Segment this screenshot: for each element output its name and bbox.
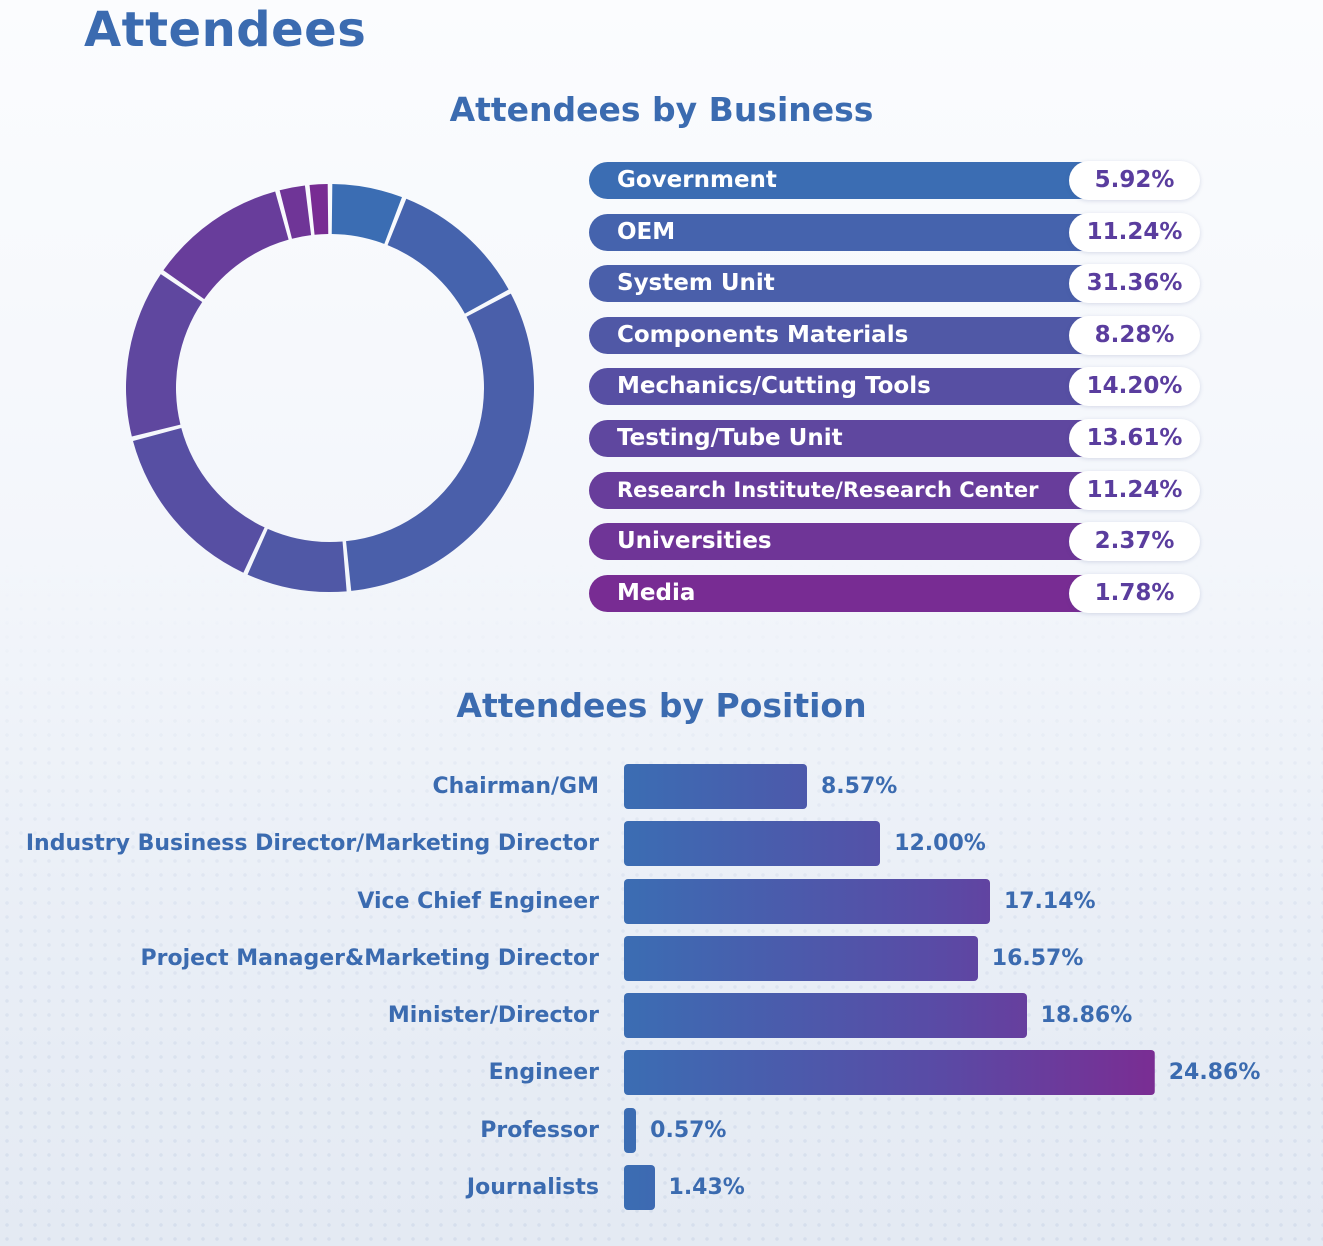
position-row-chairman-gm: Chairman/GM 8.57% — [0, 764, 1323, 809]
business-value: 8.28% — [1094, 321, 1175, 348]
donut-slice-oem — [387, 198, 509, 314]
position-label: Industry Business Director/Marketing Dir… — [25, 831, 599, 857]
business-bar — [589, 213, 1129, 251]
position-value: 24.86% — [1168, 1060, 1261, 1086]
position-label: Project Manager&Marketing Director — [140, 945, 600, 971]
business-label: Research Institute/Research Center — [617, 477, 1039, 502]
position-bar-chart: Chairman/GM 8.57% Industry Business Direct… — [0, 764, 1323, 1222]
donut-slice-universities — [279, 185, 312, 239]
donut-slice-mechanics-cutting-tools — [132, 427, 265, 573]
business-value: 14.20% — [1086, 373, 1183, 400]
business-row-government: Government 5.92% — [589, 161, 1200, 200]
business-bar — [589, 368, 1129, 406]
donut-slice-research-institute-research-center — [163, 191, 289, 300]
business-legend-list: Government 5.92% OEM 11.24% System Unit 31.36… — [589, 161, 1200, 626]
position-bar — [624, 1107, 637, 1153]
business-value-pill — [1069, 264, 1200, 304]
business-value-pill — [1069, 315, 1200, 355]
business-bar — [589, 316, 1129, 354]
business-value: 11.24% — [1086, 476, 1183, 503]
position-value: 0.57% — [650, 1117, 727, 1143]
business-value-pill — [1069, 161, 1200, 200]
business-value-pill — [1069, 212, 1200, 252]
business-label: Universities — [617, 528, 772, 555]
business-bar — [589, 471, 1129, 509]
business-value: 1.78% — [1094, 579, 1175, 606]
position-label: Minister/Director — [387, 1003, 599, 1029]
position-bar — [624, 935, 978, 981]
business-chart-title: Attendees by Business — [449, 90, 874, 129]
business-row-components-materials: Components Materials 8.28% — [589, 315, 1200, 355]
position-row-minister-director: Minister/Director 18.86% — [0, 993, 1323, 1039]
page-title: Attendees — [84, 2, 367, 58]
business-bar — [589, 523, 1129, 561]
position-bar — [624, 821, 881, 867]
business-value-pill — [1069, 522, 1200, 562]
business-label: OEM — [617, 218, 676, 245]
position-bar — [624, 1165, 655, 1211]
business-value: 31.36% — [1086, 270, 1183, 297]
position-row-vice-chief-engineer: Vice Chief Engineer 17.14% — [0, 878, 1323, 924]
business-donut-chart — [126, 184, 534, 592]
business-row-media: Media 1.78% — [589, 573, 1200, 613]
position-row-project-manager-marketing-director: Project Manager&Marketing Director 16.57% — [0, 935, 1323, 981]
business-value: 11.24% — [1086, 218, 1183, 245]
position-row-professor: Professor 0.57% — [0, 1107, 1323, 1153]
business-label: Testing/Tube Unit — [617, 424, 843, 451]
position-row-engineer: Engineer 24.86% — [0, 1050, 1323, 1096]
business-bar — [589, 265, 1129, 303]
position-bar — [624, 1050, 1155, 1096]
donut-slice-government — [331, 184, 402, 244]
business-bar — [589, 574, 1129, 612]
position-chart-title: Attendees by Position — [456, 686, 867, 725]
business-bar — [589, 419, 1129, 457]
position-label: Engineer — [488, 1060, 599, 1086]
business-row-universities: Universities 2.37% — [589, 522, 1200, 562]
donut-slice-testing-tube-unit — [126, 274, 203, 437]
position-label: Vice Chief Engineer — [357, 888, 599, 914]
business-row-testing-tube-unit: Testing/Tube Unit 13.61% — [589, 418, 1200, 458]
business-bar — [589, 162, 1129, 199]
position-label: Journalists — [466, 1175, 599, 1201]
position-row-journalists: Journalists 1.43% — [0, 1165, 1323, 1211]
position-bar — [624, 764, 807, 809]
business-value: 5.92% — [1094, 167, 1175, 193]
business-value-pill — [1069, 470, 1200, 510]
business-value: 2.37% — [1094, 528, 1175, 555]
business-row-research-institute-research-center: Research Institute/Research Center 11.24% — [589, 470, 1200, 510]
donut-slice-media — [309, 184, 329, 235]
position-value: 18.86% — [1040, 1003, 1133, 1029]
position-bar — [624, 878, 990, 924]
business-row-oem: OEM 11.24% — [589, 212, 1200, 252]
business-label: Components Materials — [617, 321, 909, 348]
business-value-pill — [1069, 367, 1200, 407]
donut-slice-components-materials — [247, 528, 347, 592]
business-label: Government — [617, 167, 777, 193]
position-value: 12.00% — [894, 831, 986, 857]
position-bar — [624, 993, 1027, 1039]
position-value: 17.14% — [1003, 888, 1096, 914]
position-row-industry-business-director-marketing-director: Industry Business Director/Marketing Dir… — [0, 821, 1323, 867]
position-label: Professor — [480, 1117, 599, 1143]
position-label: Chairman/GM — [432, 774, 599, 799]
position-value: 1.43% — [668, 1175, 745, 1201]
business-value: 13.61% — [1086, 424, 1183, 451]
business-label: Mechanics/Cutting Tools — [617, 373, 931, 400]
business-value-pill — [1069, 573, 1200, 613]
business-label: System Unit — [617, 270, 775, 297]
business-label: Media — [617, 579, 696, 606]
business-value-pill — [1069, 418, 1200, 458]
position-value: 16.57% — [991, 945, 1084, 971]
position-value: 8.57% — [820, 774, 898, 799]
donut-slice-system-unit — [346, 293, 534, 591]
business-row-system-unit: System Unit 31.36% — [589, 264, 1200, 304]
business-row-mechanics-cutting-tools: Mechanics/Cutting Tools 14.20% — [589, 367, 1200, 407]
